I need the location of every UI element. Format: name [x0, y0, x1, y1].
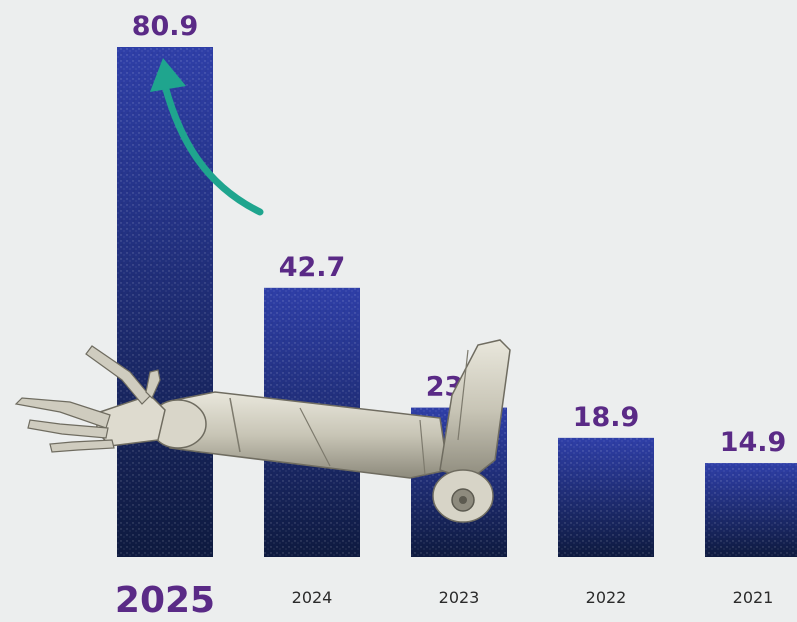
bar-texture-2021 — [705, 463, 797, 557]
value-label-2024: 42.7 — [279, 252, 346, 283]
curved-arrow-icon — [150, 58, 264, 216]
category-label-2025: 2025 — [115, 580, 215, 621]
bar-texture-2025 — [117, 47, 213, 557]
category-label-2021: 2021 — [733, 588, 774, 607]
value-label-2021: 14.9 — [720, 427, 787, 458]
robot-arm-illustration — [14, 339, 511, 523]
value-label-2022: 18.9 — [573, 402, 640, 433]
category-label-2022: 2022 — [586, 588, 627, 607]
bar-texture-2022 — [558, 437, 654, 557]
category-label-2024: 2024 — [292, 588, 333, 607]
value-label-2025: 80.9 — [132, 11, 199, 42]
category-label-2023: 2023 — [439, 588, 480, 607]
